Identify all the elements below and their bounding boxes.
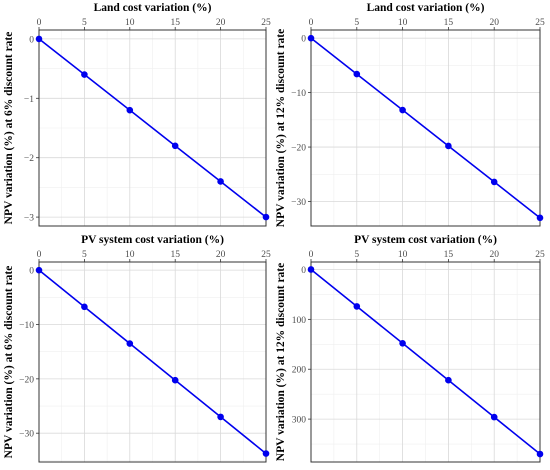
data-point [536, 450, 544, 458]
x-tick-label: 0 [309, 250, 314, 260]
data-point [536, 214, 544, 222]
chart-title: PV system cost variation (%) [354, 234, 497, 246]
data-point [35, 266, 43, 274]
x-tick-label: 25 [261, 18, 271, 28]
series-line [38, 269, 267, 455]
plot-frame [38, 29, 267, 227]
chart-panel-3: 0 5 10 15 20 25 0 −10 −20 −30 PV system cost varia… [3, 234, 271, 463]
y-tick-label: 100 [292, 316, 307, 326]
x-tick-label: 0 [309, 18, 314, 28]
x-tick-label: 25 [535, 18, 545, 28]
data-point [399, 339, 406, 347]
data-point [353, 303, 361, 310]
data-point [490, 178, 498, 186]
x-tick-label: 10 [125, 18, 135, 28]
data-point [262, 450, 270, 457]
y-tick-label: −30 [291, 198, 306, 208]
data-point [126, 340, 134, 347]
x-tick-label: 20 [489, 250, 499, 260]
y-axis-label: NPV variation (%) at 6% discount rate [3, 266, 15, 459]
series-line [38, 38, 267, 218]
data-point [307, 266, 315, 273]
chart-panel-4: 0 5 10 15 20 25 0 100 200 300 PV system cost varia… [275, 234, 545, 463]
plot-frame [310, 261, 541, 463]
x-tick-label: 10 [125, 250, 135, 260]
data-point [171, 376, 179, 384]
data-point [35, 35, 43, 43]
plot-frame [310, 29, 541, 227]
y-tick-label: 200 [292, 366, 307, 376]
y-tick-label: −1 [24, 95, 34, 105]
y-tick-label: 0 [29, 35, 34, 45]
x-tick-label: 10 [398, 250, 408, 260]
data-point [81, 71, 88, 78]
x-tick-label: 5 [82, 18, 87, 28]
data-point [171, 142, 179, 150]
x-tick-label: 25 [535, 250, 545, 260]
data-point [307, 34, 315, 42]
data-point [217, 178, 224, 185]
y-tick-label: 0 [301, 266, 306, 276]
data-point [399, 106, 406, 114]
data-point [126, 106, 134, 114]
y-tick-label: 0 [301, 35, 306, 45]
x-tick-label: 20 [489, 18, 499, 28]
y-tick-label: −20 [291, 144, 306, 154]
x-tick-label: 5 [82, 250, 87, 260]
y-tick-label: −20 [19, 375, 34, 385]
x-tick-label: 15 [444, 18, 454, 28]
x-tick-label: 15 [170, 18, 180, 28]
x-tick-label: 20 [216, 250, 226, 260]
x-tick-label: 0 [37, 250, 42, 260]
chart-panel-1: 0 5 10 15 20 25 0 −1 −2 −3 Land cost variation (%)… [3, 2, 271, 227]
x-tick-label: 15 [170, 250, 180, 260]
chart-title: Land cost variation (%) [94, 2, 212, 14]
y-axis-label: NPV variation (%) at 12% discount rate [275, 29, 287, 227]
y-tick-label: −10 [19, 321, 34, 331]
y-tick-label: 300 [292, 416, 307, 426]
x-tick-label: 15 [444, 250, 454, 260]
y-axis-label: NPV variation (%) at 12% discount rate [275, 263, 287, 461]
x-tick-label: 0 [37, 18, 42, 28]
x-tick-label: 5 [354, 250, 359, 260]
y-tick-label: −2 [24, 154, 34, 164]
data-point [262, 213, 270, 221]
chart-title: PV system cost variation (%) [81, 234, 224, 246]
data-point [445, 142, 452, 150]
data-point [353, 70, 361, 78]
data-point [217, 413, 224, 421]
data-point [490, 413, 498, 421]
y-tick-label: 0 [29, 267, 34, 277]
series-line [310, 268, 541, 455]
plot-frame [38, 261, 267, 463]
y-tick-label: −30 [19, 430, 34, 440]
x-tick-label: 20 [216, 18, 226, 28]
series-line [310, 37, 541, 219]
chart-panel-2: 0 5 10 15 20 25 0 −10 −20 −30 Land cost variation … [275, 2, 545, 227]
chart-title: Land cost variation (%) [367, 2, 485, 14]
y-tick-label: −10 [291, 89, 306, 99]
x-tick-label: 25 [261, 250, 271, 260]
data-point [445, 376, 452, 384]
x-tick-label: 5 [354, 18, 359, 28]
data-point [81, 303, 88, 311]
x-tick-label: 10 [398, 18, 408, 28]
y-tick-label: −3 [24, 214, 34, 224]
y-axis-label: NPV variation (%) at 6% discount rate [3, 32, 15, 225]
